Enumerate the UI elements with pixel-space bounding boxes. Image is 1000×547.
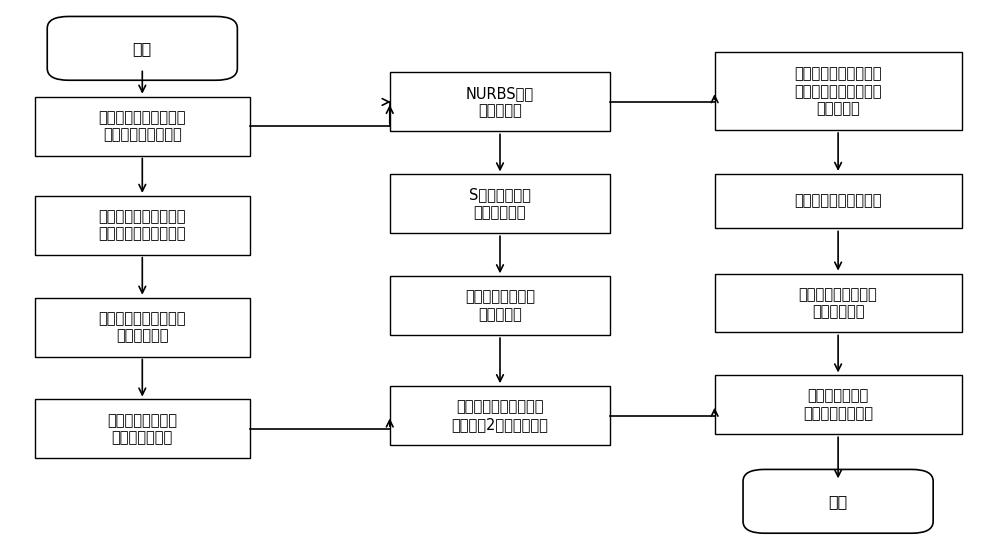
FancyBboxPatch shape xyxy=(743,469,933,533)
Bar xyxy=(35,97,250,155)
Bar xyxy=(390,386,610,445)
Bar xyxy=(35,399,250,458)
Text: S型加减速曲线
焊接运动规划: S型加减速曲线 焊接运动规划 xyxy=(469,188,531,220)
Text: 变位机运动学正解得到
插补点对应的焊枪末端
位置和姿态: 变位机运动学正解得到 插补点对应的焊枪末端 位置和姿态 xyxy=(794,66,882,116)
Bar xyxy=(35,298,250,357)
Text: 求解机器人运动学逆解: 求解机器人运动学逆解 xyxy=(794,194,882,208)
Bar xyxy=(390,73,610,131)
Text: 结束: 结束 xyxy=(828,494,848,509)
Bar xyxy=(715,375,962,434)
Text: 激光传感器实时
跟踪焊缝补偿偏差: 激光传感器实时 跟踪焊缝补偿偏差 xyxy=(803,388,873,421)
Text: 机器人使激光传感器处
于焊缝扫描最佳位置: 机器人使激光传感器处 于焊缝扫描最佳位置 xyxy=(99,110,186,142)
Text: 变位机和焊接机器人
协调同步焊接: 变位机和焊接机器人 协调同步焊接 xyxy=(799,287,877,319)
Text: 变位机转动使焊缝从起
点到终点依次过扫描区: 变位机转动使焊缝从起 点到终点依次过扫描区 xyxy=(99,209,186,241)
Text: NURBS曲线
拟合特征点: NURBS曲线 拟合特征点 xyxy=(466,86,534,118)
Bar xyxy=(715,274,962,333)
Bar xyxy=(715,53,962,130)
Bar xyxy=(35,196,250,255)
Bar xyxy=(715,174,962,229)
Text: 参数速度递推公式
计算插补点: 参数速度递推公式 计算插补点 xyxy=(465,289,535,322)
Bar xyxy=(390,174,610,233)
Text: 提取激光传感器坐标系
下焊缝中心点: 提取激光传感器坐标系 下焊缝中心点 xyxy=(99,311,186,344)
Text: 开始: 开始 xyxy=(133,41,152,56)
FancyBboxPatch shape xyxy=(47,16,237,80)
Text: 中心点坐标变换到
工作台坐标系下: 中心点坐标变换到 工作台坐标系下 xyxy=(107,413,177,445)
Bar xyxy=(390,276,610,335)
Text: 根据插补点焊接姿态求
解变位机2轴运动学逆解: 根据插补点焊接姿态求 解变位机2轴运动学逆解 xyxy=(452,399,548,432)
